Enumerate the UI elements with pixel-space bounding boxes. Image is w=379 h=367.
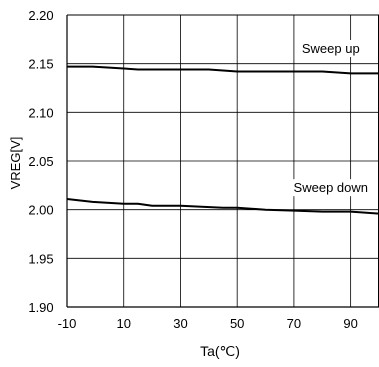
y-tick-label: 1.95 <box>28 251 53 266</box>
y-tick-label: 2.10 <box>28 105 53 120</box>
x-tick-label: 30 <box>173 316 187 331</box>
grid-layer <box>67 15 379 307</box>
annotation-background <box>288 179 373 197</box>
series-line-sweep-up <box>67 65 379 75</box>
x-tick-label: -10 <box>58 316 77 331</box>
y-tick-label: 2.05 <box>28 154 53 169</box>
annotations: Sweep up Sweep down <box>288 39 373 197</box>
x-tick-label: 10 <box>116 316 130 331</box>
y-tick-label: 2.15 <box>28 57 53 72</box>
y-tick-label: 2.00 <box>28 203 53 218</box>
y-tick-label: 2.20 <box>28 8 53 23</box>
tick-labels: 1.90 1.95 2.00 2.05 2.10 2.15 2.20 -10 10 30 50 70 9… <box>28 8 358 331</box>
x-tick-label: 70 <box>287 316 301 331</box>
annotation-background <box>296 39 366 57</box>
y-tick-label: 1.90 <box>28 300 53 315</box>
y-axis-label: VREG[V] <box>8 137 23 190</box>
x-tick-label: 50 <box>230 316 244 331</box>
x-axis-label: Ta(℃) <box>200 343 240 359</box>
series-annotation-label: Sweep down <box>294 180 368 195</box>
series-annotation-label: Sweep up <box>302 41 360 56</box>
series-line-sweep-down <box>66 198 379 215</box>
x-tick-label: 90 <box>343 316 357 331</box>
series-layer <box>66 65 379 215</box>
